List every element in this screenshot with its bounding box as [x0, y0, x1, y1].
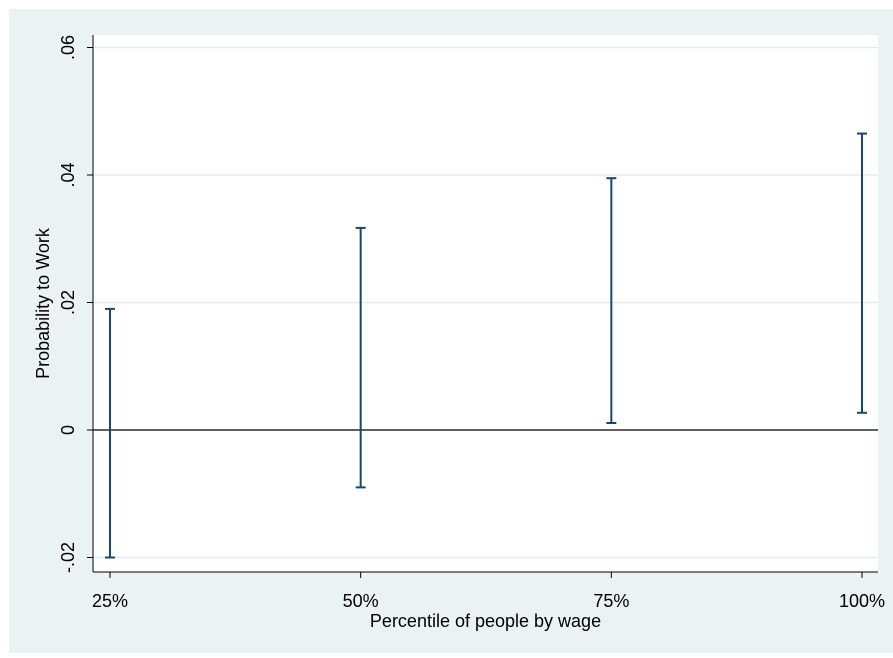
error-bar	[105, 307, 115, 559]
y-axis-title: Probability to Work	[33, 227, 53, 379]
y-tick-label: 0	[58, 425, 78, 435]
y-tick-label: .04	[58, 162, 78, 187]
error-bar	[355, 226, 366, 489]
error-bar	[606, 177, 617, 424]
gridlines	[93, 46, 878, 559]
x-axis-title: Percentile of people by wage	[370, 611, 601, 631]
x-tick-label: 75%	[593, 591, 629, 611]
x-tick-label: 50%	[343, 591, 379, 611]
error-bars	[105, 132, 867, 559]
y-tick-label: .02	[58, 290, 78, 315]
axes	[87, 35, 878, 578]
x-tick-label: 25%	[92, 591, 128, 611]
y-tick-label: .06	[58, 35, 78, 60]
tick-labels: -.02 0 .02 .04 .06 25% 50% 75% 100%	[58, 35, 885, 611]
plot-area	[93, 35, 878, 572]
error-bar	[857, 132, 867, 414]
y-tick-label: -.02	[58, 542, 78, 573]
x-tick-label: 100%	[839, 591, 885, 611]
